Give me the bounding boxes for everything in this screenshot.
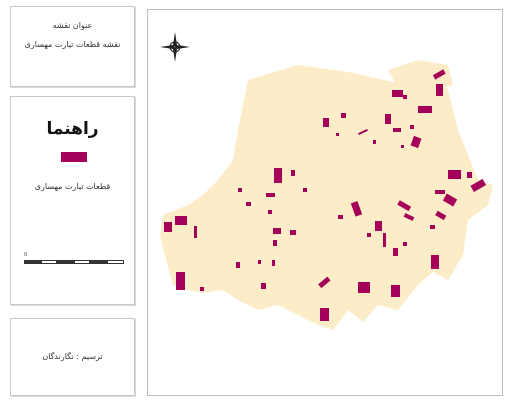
legend-panel: راهنما قطعات تیارت مهساری 0 <box>10 96 135 305</box>
city-area <box>160 65 493 330</box>
map-canvas <box>160 60 493 330</box>
scale-bar <box>24 260 124 264</box>
legend-heading: راهنما <box>46 119 99 139</box>
map-frame <box>147 9 503 396</box>
legend-item-label: قطعات تیارت مهساری <box>34 182 111 191</box>
scale-labels: 0 <box>24 252 124 258</box>
legend-swatch <box>61 152 87 162</box>
scale-label-0: 0 <box>24 252 28 258</box>
credit-text: ترسیم : نگارندگان <box>42 352 103 361</box>
parcels <box>164 69 487 321</box>
map-title-label: عنوان نقشه <box>52 21 93 30</box>
map-title-text: نقشه قطعات تیارت مهساری <box>24 40 121 49</box>
map-title-panel: عنوان نقشه نقشه قطعات تیارت مهساری <box>10 6 135 87</box>
north-arrow-icon <box>160 32 190 62</box>
credit-panel: ترسیم : نگارندگان <box>10 318 135 396</box>
